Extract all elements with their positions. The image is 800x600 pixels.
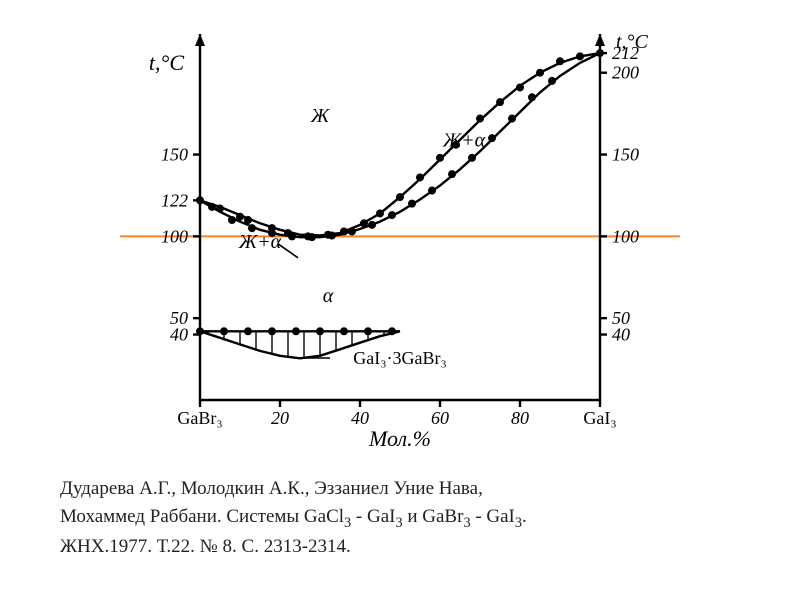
caption-line3: ЖНХ.1977. Т.22. № 8. С. 2313-2314. [60, 536, 351, 557]
citation-caption: Дударева А.Г., Молодкин А.К., Эззаниел У… [60, 475, 760, 561]
svg-text:Мол.%: Мол.% [368, 426, 431, 450]
svg-text:60: 60 [431, 408, 449, 428]
caption-sub2: 3 [395, 514, 402, 530]
caption-line2d: - GaI [471, 506, 515, 527]
caption-line2e: . [522, 506, 527, 527]
svg-text:Ж+α: Ж+α [442, 129, 486, 151]
phase-diagram: GaBr₃20406080GaI₃Мол.%405010012215040501… [120, 10, 680, 450]
svg-text:100: 100 [161, 226, 188, 246]
svg-text:t,°C: t,°C [616, 31, 649, 53]
svg-text:GaI₃: GaI₃ [583, 408, 616, 428]
svg-text:GaI₃·3GaBr₃: GaI₃·3GaBr₃ [353, 348, 447, 368]
caption-line2a: Мохаммед Раббани. Системы GaCl [60, 506, 344, 527]
caption-line1: Дударева А.Г., Молодкин А.К., Эззаниел У… [60, 478, 483, 499]
svg-text:100: 100 [612, 226, 639, 246]
svg-text:t,°C: t,°C [149, 50, 184, 75]
svg-text:GaBr₃: GaBr₃ [177, 408, 222, 428]
svg-text:50: 50 [170, 308, 188, 328]
svg-text:200: 200 [612, 63, 639, 83]
svg-text:150: 150 [612, 145, 639, 165]
svg-text:80: 80 [511, 408, 529, 428]
caption-line2c: и GaBr [403, 506, 464, 527]
svg-text:40: 40 [351, 408, 369, 428]
svg-text:α: α [323, 285, 334, 307]
svg-text:150: 150 [161, 145, 188, 165]
svg-text:Ж: Ж [310, 105, 331, 127]
svg-text:Ж+α: Ж+α [238, 231, 282, 253]
caption-sub4: 3 [515, 514, 522, 530]
caption-line2b: - GaI [351, 506, 395, 527]
caption-sub3: 3 [463, 514, 470, 530]
svg-text:122: 122 [161, 190, 188, 210]
svg-text:50: 50 [612, 308, 630, 328]
svg-text:20: 20 [271, 408, 289, 428]
